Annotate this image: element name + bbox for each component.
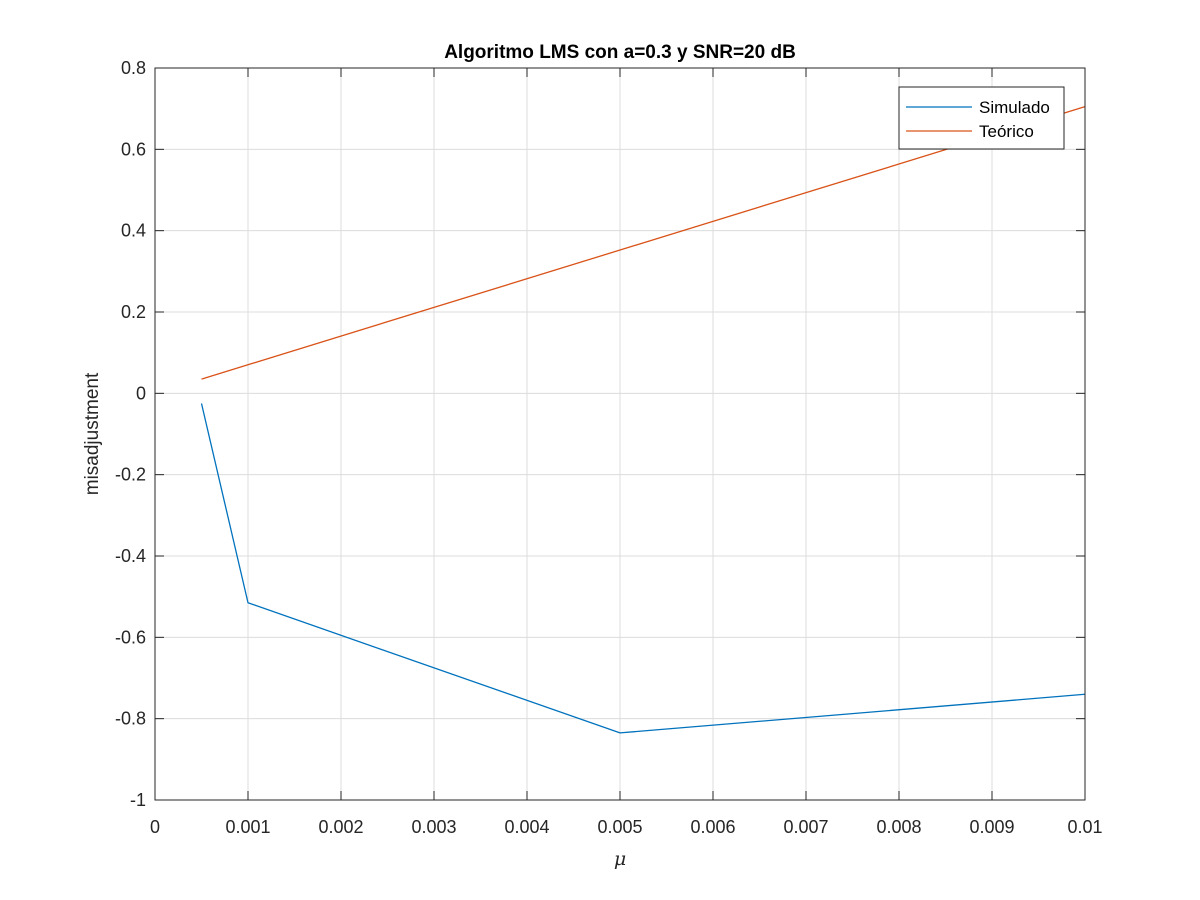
series-line-simulado bbox=[200, 403, 1086, 734]
x-tick-label: 0.001 bbox=[225, 817, 270, 837]
y-tick-label: 0 bbox=[136, 383, 146, 403]
x-tick-label: 0 bbox=[150, 817, 160, 837]
y-tick-label: 0.4 bbox=[121, 221, 146, 241]
x-tick-label: 0.01 bbox=[1067, 817, 1102, 837]
series-lines bbox=[200, 106, 1086, 734]
x-axis-label: μ bbox=[614, 848, 626, 870]
y-axis-label: misadjustment bbox=[82, 372, 103, 495]
x-tick-label: 0.004 bbox=[504, 817, 549, 837]
legend-box bbox=[898, 86, 1065, 150]
legend: Simulado Teórico bbox=[898, 86, 1065, 150]
y-tick-label: 0.8 bbox=[121, 58, 146, 78]
x-tick-label: 0.002 bbox=[318, 817, 363, 837]
x-tick-label: 0.006 bbox=[690, 817, 735, 837]
x-tick-label: 0.003 bbox=[411, 817, 456, 837]
x-tick-label: 0.007 bbox=[783, 817, 828, 837]
y-tick-label: -1 bbox=[130, 790, 146, 810]
y-tick-label: -0.2 bbox=[115, 465, 146, 485]
series-line-teorico bbox=[201, 106, 1086, 380]
y-tick-label: -0.4 bbox=[115, 546, 146, 566]
x-tick-label: 0.005 bbox=[597, 817, 642, 837]
tick-marks bbox=[154, 67, 1086, 801]
y-tick-label: 0.2 bbox=[121, 302, 146, 322]
y-tick-label: -0.6 bbox=[115, 627, 146, 647]
chart-title: Algoritmo LMS con a=0.3 y SNR=20 dB bbox=[444, 42, 796, 63]
y-tick-label: 0.6 bbox=[121, 139, 146, 159]
y-tick-label: -0.8 bbox=[115, 709, 146, 729]
x-tick-label: 0.008 bbox=[876, 817, 921, 837]
x-tick-label: 0.009 bbox=[969, 817, 1014, 837]
tick-labels: 0 0.001 0.002 0.003 0.004 0.005 0.006 0.007 0.00… bbox=[115, 58, 1103, 837]
legend-label-simulado: Simulado bbox=[979, 98, 1050, 117]
legend-label-teorico: Teórico bbox=[979, 122, 1034, 141]
